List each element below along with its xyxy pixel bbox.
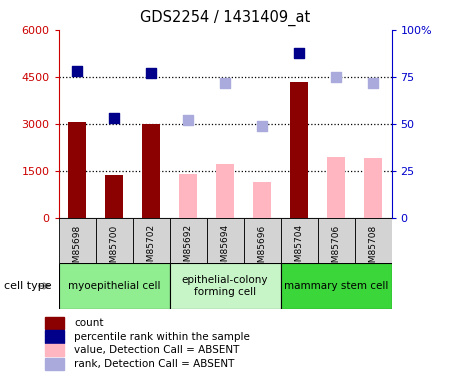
Text: cell type: cell type	[4, 281, 52, 291]
Bar	[45, 330, 64, 343]
Text: GSM85698: GSM85698	[72, 224, 81, 273]
Bar	[280, 262, 392, 309]
Point	[295, 50, 302, 55]
Bar	[105, 175, 123, 217]
Bar	[327, 157, 345, 218]
Text: value, Detection Call = ABSENT: value, Detection Call = ABSENT	[74, 345, 240, 355]
Bar	[170, 262, 280, 309]
Bar	[68, 122, 86, 218]
Bar	[58, 262, 170, 309]
Bar	[318, 217, 355, 262]
Text: myoepithelial cell: myoepithelial cell	[68, 281, 160, 291]
Text: rank, Detection Call = ABSENT: rank, Detection Call = ABSENT	[74, 359, 235, 369]
Bar	[132, 217, 170, 262]
Bar	[290, 82, 308, 218]
Bar	[142, 124, 160, 218]
Text: GSM85700: GSM85700	[109, 224, 118, 273]
Bar	[355, 217, 392, 262]
Bar	[207, 217, 243, 262]
Text: GSM85692: GSM85692	[184, 224, 193, 273]
Text: GSM85702: GSM85702	[147, 224, 156, 273]
Bar	[280, 217, 318, 262]
Bar	[95, 217, 132, 262]
Text: GSM85696: GSM85696	[257, 224, 266, 273]
Bar	[45, 358, 64, 370]
Text: percentile rank within the sample: percentile rank within the sample	[74, 332, 250, 342]
Point	[73, 68, 81, 74]
Bar	[243, 217, 280, 262]
Text: GSM85704: GSM85704	[294, 224, 303, 273]
Point	[221, 80, 229, 86]
Point	[184, 117, 192, 123]
Point	[110, 115, 117, 121]
Text: epithelial-colony
forming cell: epithelial-colony forming cell	[182, 275, 268, 297]
Point	[258, 123, 265, 129]
Bar	[170, 217, 207, 262]
Bar	[45, 344, 64, 356]
Point	[333, 74, 340, 80]
Text: mammary stem cell: mammary stem cell	[284, 281, 388, 291]
Bar	[58, 217, 95, 262]
Text: GDS2254 / 1431409_at: GDS2254 / 1431409_at	[140, 9, 310, 26]
Point	[369, 80, 377, 86]
Bar	[179, 174, 197, 217]
Text: GSM85706: GSM85706	[332, 224, 341, 273]
Text: count: count	[74, 318, 104, 328]
Bar	[216, 164, 234, 218]
Text: GSM85694: GSM85694	[220, 224, 230, 273]
Bar	[253, 182, 271, 218]
Text: GSM85708: GSM85708	[369, 224, 378, 273]
Bar	[45, 317, 64, 329]
Bar	[364, 158, 382, 218]
Point	[148, 70, 155, 76]
